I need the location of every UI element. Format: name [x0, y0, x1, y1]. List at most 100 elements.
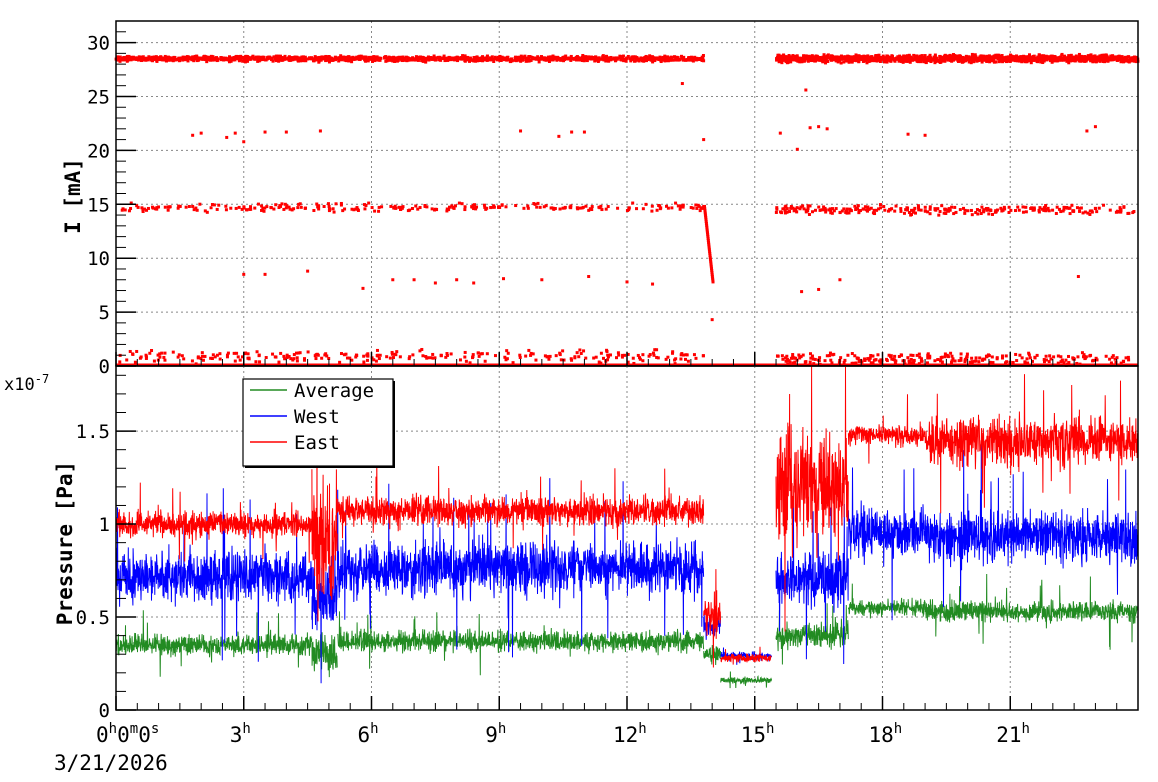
- current-point: [923, 54, 927, 58]
- current-point: [241, 355, 245, 359]
- current-point: [210, 357, 214, 361]
- current-point: [597, 360, 601, 364]
- current-point: [921, 58, 925, 62]
- current-point: [245, 208, 249, 212]
- current-point: [979, 212, 983, 216]
- current-point: [233, 58, 237, 62]
- current-point: [1030, 206, 1034, 210]
- current-point: [943, 208, 947, 212]
- current-point: [939, 57, 943, 61]
- current-point: [129, 201, 133, 205]
- current-point: [329, 57, 333, 61]
- current-point: [445, 352, 449, 356]
- current-point: [1085, 129, 1089, 133]
- current-point: [655, 355, 659, 359]
- current-point: [123, 208, 127, 212]
- y-tick-label: 5: [99, 302, 110, 324]
- current-point: [1032, 206, 1036, 210]
- current-point: [240, 207, 244, 211]
- current-point: [1013, 57, 1017, 61]
- x-tick-label: 9h: [485, 721, 506, 747]
- current-point: [902, 211, 906, 215]
- current-point: [625, 209, 629, 213]
- exponent-power: -7: [35, 372, 49, 386]
- current-point: [431, 352, 435, 356]
- current-point: [338, 360, 342, 364]
- current-point: [534, 358, 538, 362]
- current-point: [569, 54, 573, 58]
- current-point: [379, 56, 383, 60]
- current-point: [569, 357, 573, 361]
- current-point: [625, 280, 629, 284]
- pressure-exponent-label: x10-7: [4, 372, 49, 395]
- current-point: [710, 270, 714, 274]
- current-point: [513, 58, 517, 62]
- current-point: [1124, 356, 1128, 360]
- current-point: [1086, 211, 1090, 215]
- current-point: [478, 59, 482, 63]
- current-point: [1005, 58, 1009, 62]
- current-point: [519, 59, 523, 63]
- x-tick-label: 18h: [869, 721, 903, 747]
- current-point: [344, 59, 348, 63]
- pressure-axis-ticks: [115, 374, 1118, 711]
- current-point: [987, 54, 991, 58]
- current-point: [224, 204, 228, 208]
- current-point: [374, 55, 378, 59]
- current-point: [274, 57, 278, 61]
- current-point: [967, 57, 971, 61]
- current-point: [530, 55, 534, 59]
- current-point: [375, 348, 379, 352]
- current-point: [285, 204, 289, 208]
- current-point: [869, 206, 873, 210]
- current-point: [896, 57, 900, 61]
- legend-label-west: West: [294, 406, 340, 428]
- current-point: [350, 358, 354, 362]
- current-point: [407, 58, 411, 62]
- current-point: [711, 280, 715, 284]
- current-point: [160, 58, 164, 62]
- current-point: [1031, 208, 1035, 212]
- current-point: [1002, 58, 1006, 62]
- current-point: [156, 353, 160, 357]
- current-point: [888, 207, 892, 211]
- current-point: [817, 287, 821, 291]
- current-point: [497, 205, 501, 209]
- current-point: [229, 59, 233, 63]
- current-point: [1114, 360, 1118, 364]
- current-point: [799, 355, 803, 359]
- current-point: [982, 208, 986, 212]
- current-point: [917, 208, 921, 212]
- current-point: [882, 60, 886, 64]
- current-point: [1027, 59, 1031, 63]
- current-point: [868, 59, 872, 63]
- current-point: [485, 206, 489, 210]
- current-point: [784, 356, 788, 360]
- current-point: [704, 214, 708, 218]
- current-point: [943, 54, 947, 58]
- current-point: [1078, 362, 1082, 366]
- current-point: [1081, 355, 1085, 359]
- current-point: [1089, 59, 1093, 63]
- current-point: [863, 358, 867, 362]
- current-point: [578, 56, 582, 60]
- current-point: [597, 58, 601, 62]
- current-point: [865, 61, 869, 65]
- current-point: [483, 359, 487, 363]
- current-point: [1024, 210, 1028, 214]
- current-point: [860, 56, 864, 60]
- current-point: [139, 57, 143, 61]
- current-point: [296, 351, 300, 355]
- current-point: [317, 204, 321, 208]
- x-tick-unit: h: [242, 721, 250, 737]
- series-line-segment: [775, 603, 849, 665]
- current-point: [936, 358, 940, 362]
- y-tick-label: 1.5: [76, 421, 110, 443]
- current-point: [163, 358, 167, 362]
- current-point: [801, 353, 805, 357]
- current-point: [999, 206, 1003, 210]
- current-point: [903, 362, 907, 366]
- current-point: [863, 205, 867, 209]
- current-point: [1054, 211, 1058, 215]
- series-line-segment: [337, 611, 705, 676]
